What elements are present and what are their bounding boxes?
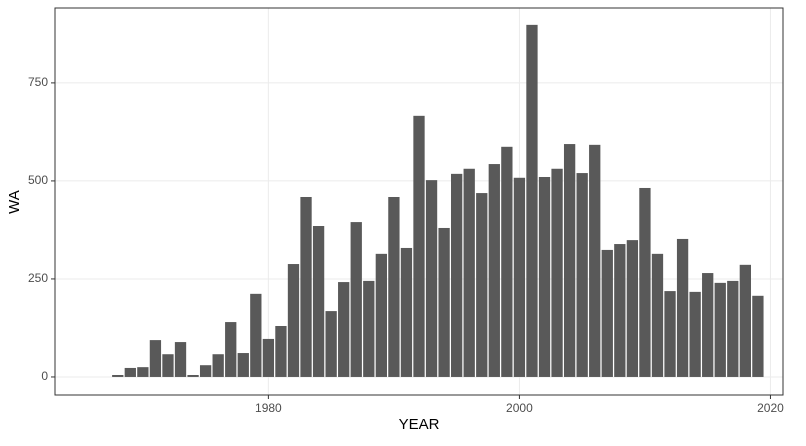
bar (714, 282, 726, 377)
bar (250, 293, 262, 377)
bar (400, 247, 413, 377)
y-tick-label: 0 (41, 369, 48, 383)
bar (589, 144, 601, 377)
bar (325, 311, 337, 377)
bar (212, 354, 224, 377)
bar (124, 367, 136, 377)
bar (639, 187, 651, 377)
bar (689, 291, 701, 377)
x-tick-label: 1980 (255, 401, 282, 415)
bar (451, 173, 463, 377)
bar (312, 226, 325, 377)
bar (626, 240, 639, 377)
bar (513, 177, 526, 377)
bar (476, 193, 488, 377)
y-tick-label: 500 (28, 173, 48, 187)
bar (149, 340, 162, 377)
bar (287, 264, 300, 377)
bar (526, 24, 538, 377)
bar (601, 249, 613, 377)
plot-border (54, 7, 784, 396)
bar (199, 365, 212, 377)
bar (752, 295, 764, 377)
bar (413, 115, 425, 377)
bar (676, 238, 689, 377)
bar (112, 375, 124, 377)
x-axis-title: YEAR (399, 416, 440, 433)
bar (137, 367, 149, 377)
bar (576, 173, 588, 377)
bar (551, 168, 563, 377)
bar (438, 227, 450, 377)
bar (727, 280, 739, 377)
bar (275, 325, 287, 377)
bar (187, 375, 199, 377)
y-axis-title: WA (6, 190, 23, 214)
x-tick-label: 2000 (506, 401, 533, 415)
bar (739, 264, 751, 377)
y-tick-label: 750 (28, 75, 48, 89)
bar (614, 244, 626, 377)
bar (338, 282, 350, 377)
bar (664, 291, 676, 377)
bar (563, 144, 576, 377)
bar (501, 146, 513, 377)
bar (225, 322, 237, 377)
bar (388, 196, 400, 377)
bar (237, 353, 249, 377)
bar (262, 338, 275, 377)
bar (651, 253, 664, 377)
bar (375, 253, 387, 377)
bar (463, 168, 475, 377)
bar (162, 354, 174, 377)
bar (425, 180, 438, 377)
bar (350, 222, 362, 377)
bar (538, 176, 551, 377)
bar (363, 280, 375, 377)
bar (488, 164, 500, 377)
bar (702, 273, 714, 377)
x-tick-label: 2020 (757, 401, 784, 415)
y-tick-label: 250 (28, 271, 48, 285)
bar (174, 342, 187, 377)
bar (300, 196, 312, 377)
